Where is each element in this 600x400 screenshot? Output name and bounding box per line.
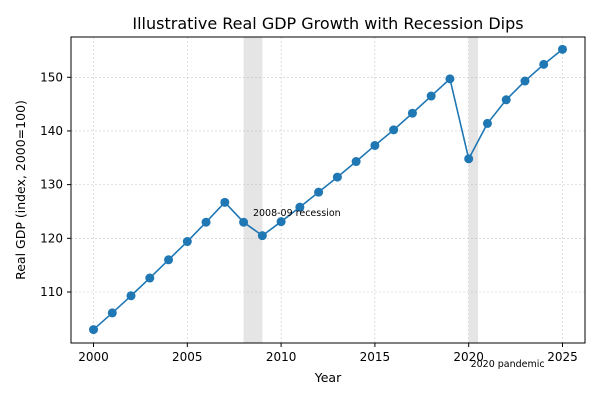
- y-axis-label: Real GDP (index, 2000=100): [13, 100, 28, 280]
- data-point: [332, 172, 342, 182]
- data-point: [557, 44, 567, 54]
- y-tick-label: 110: [40, 285, 63, 299]
- x-tick-label: 2025: [547, 350, 578, 364]
- data-point: [501, 95, 511, 105]
- x-tick-label: 2020: [453, 350, 484, 364]
- data-point: [89, 325, 99, 335]
- data-point: [464, 154, 474, 164]
- data-point: [370, 140, 380, 150]
- data-point: [220, 197, 230, 207]
- series-line-0: [92, 48, 563, 331]
- data-point: [520, 76, 530, 86]
- data-point: [426, 91, 436, 101]
- data-point: [276, 217, 286, 227]
- shaded-region-0: [243, 37, 263, 343]
- data-point: [295, 202, 305, 212]
- data-point: [482, 118, 492, 128]
- data-point: [314, 187, 324, 197]
- y-tick-label: 140: [40, 124, 63, 138]
- y-tick-label: 120: [40, 231, 63, 245]
- data-point: [145, 273, 155, 283]
- plot-area: 2000 2005 2010 2015 2020 2025 110 120 130 140 150 2…: [40, 36, 586, 370]
- axes-frame: [70, 36, 586, 344]
- data-point: [126, 291, 136, 301]
- x-axis-label: Year: [314, 370, 342, 385]
- shaded-region-1: [468, 37, 479, 343]
- data-point: [539, 59, 549, 69]
- data-point: [445, 74, 455, 84]
- data-point: [389, 125, 399, 135]
- y-tick-label: 130: [40, 178, 63, 192]
- x-tick-label: 2015: [360, 350, 391, 364]
- x-tick-label: 2005: [172, 350, 203, 364]
- annotation-1: 2020 pandemic: [471, 359, 545, 370]
- annotation-0: 2008-09 recession: [253, 208, 341, 219]
- x-tick-label: 2010: [266, 350, 297, 364]
- data-point: [201, 217, 211, 227]
- chart-title: Illustrative Real GDP Growth with Recess…: [132, 14, 523, 33]
- data-point: [107, 308, 117, 318]
- x-tick-label: 2000: [78, 350, 109, 364]
- data-point: [182, 237, 192, 247]
- data-point: [164, 255, 174, 265]
- data-point: [407, 108, 417, 118]
- data-point: [351, 157, 361, 167]
- data-point: [257, 231, 267, 241]
- data-point: [239, 217, 249, 227]
- y-tick-label: 150: [40, 70, 63, 84]
